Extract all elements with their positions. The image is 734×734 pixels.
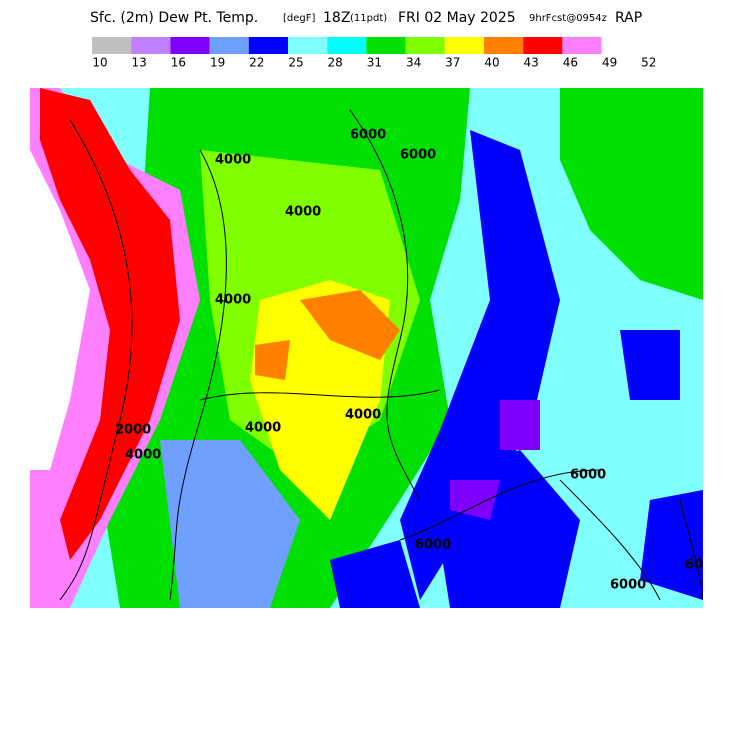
title-units: [degF]: [283, 13, 316, 24]
legend-label: 49: [602, 56, 617, 70]
legend-swatch: [562, 37, 602, 54]
legend-swatch: [405, 37, 445, 54]
title-forecast: 9hrFcst@0954z: [529, 13, 607, 24]
contour-label: 2000: [115, 423, 151, 438]
region-ocean: [30, 150, 90, 470]
contour-label: 4000: [245, 421, 281, 436]
contour-line: [399, 469, 601, 541]
legend-swatch: [288, 37, 328, 54]
legend-swatch: [170, 37, 210, 54]
contour-line: [59, 119, 133, 601]
contour-label: 6000: [350, 128, 386, 143]
legend-swatch: [327, 37, 367, 54]
contour-label: 6000: [610, 578, 646, 593]
title-date: FRI 02 May 2025: [398, 10, 516, 26]
legend-swatch: [484, 37, 524, 54]
contour-label: 4000: [215, 153, 251, 168]
region-orange: [300, 290, 400, 360]
contour-line: [559, 479, 661, 601]
contour-labels: 4000 4000 4000 6000 6000 4000 2000 4000 …: [115, 128, 721, 593]
legend-label: 13: [132, 56, 147, 70]
legend-label: 10: [92, 56, 107, 70]
title-local: (11pdt): [350, 13, 387, 24]
legend-label: 25: [288, 56, 303, 70]
legend-label: 34: [406, 56, 421, 70]
legend-swatch: [131, 37, 171, 54]
title-field: Sfc. (2m) Dew Pt. Temp.: [90, 10, 258, 26]
legend-swatch: [248, 37, 288, 54]
region-purple: [450, 480, 500, 520]
header: Sfc. (2m) Dew Pt. Temp. [degF] 18Z (11pd…: [90, 10, 642, 26]
legend-label: 37: [445, 56, 460, 70]
legend-label: 43: [524, 56, 539, 70]
legend-label: 28: [328, 56, 343, 70]
legend-swatch: [92, 37, 132, 54]
region-red: [40, 88, 180, 560]
region-blue: [330, 540, 420, 608]
contour-label: 4000: [285, 205, 321, 220]
title-valid: 18Z: [323, 10, 350, 26]
contour-line: [169, 149, 227, 601]
region-lightblue: [160, 440, 300, 608]
region-blue: [640, 490, 703, 600]
title-model: RAP: [615, 10, 642, 26]
contour-line: [349, 109, 421, 501]
legend-swatch: [366, 37, 406, 54]
contour-label: 6000: [415, 538, 451, 553]
contour-label: 6000: [400, 148, 436, 163]
contour-label: 4000: [345, 408, 381, 423]
legend-label: 52: [641, 56, 656, 70]
map: 4000 4000 4000 6000 6000 4000 2000 4000 …: [30, 88, 721, 608]
legend-label: 19: [210, 56, 225, 70]
contour-label: 4000: [215, 293, 251, 308]
legend-swatch: [209, 37, 249, 54]
contour-label: 4000: [125, 448, 161, 463]
region-green: [560, 88, 703, 300]
legend-swatch: [444, 37, 484, 54]
legend-label: 46: [563, 56, 578, 70]
region-blue: [620, 330, 680, 400]
legend-label: 16: [171, 56, 186, 70]
contour-label: 6000: [570, 468, 606, 483]
color-legend: 10 13 16 19 22 25 28 31 34 37 40 43 46 49 52: [92, 37, 656, 70]
contour-label: 6000: [685, 558, 721, 573]
legend-label: 31: [367, 56, 382, 70]
region-orange: [255, 340, 290, 380]
legend-swatch: [523, 37, 563, 54]
contour-line: [679, 499, 703, 601]
contours: [59, 109, 703, 601]
legend-label: 40: [484, 56, 499, 70]
legend-label: 22: [249, 56, 264, 70]
contour-line: [199, 389, 441, 401]
region-purple: [500, 400, 540, 450]
